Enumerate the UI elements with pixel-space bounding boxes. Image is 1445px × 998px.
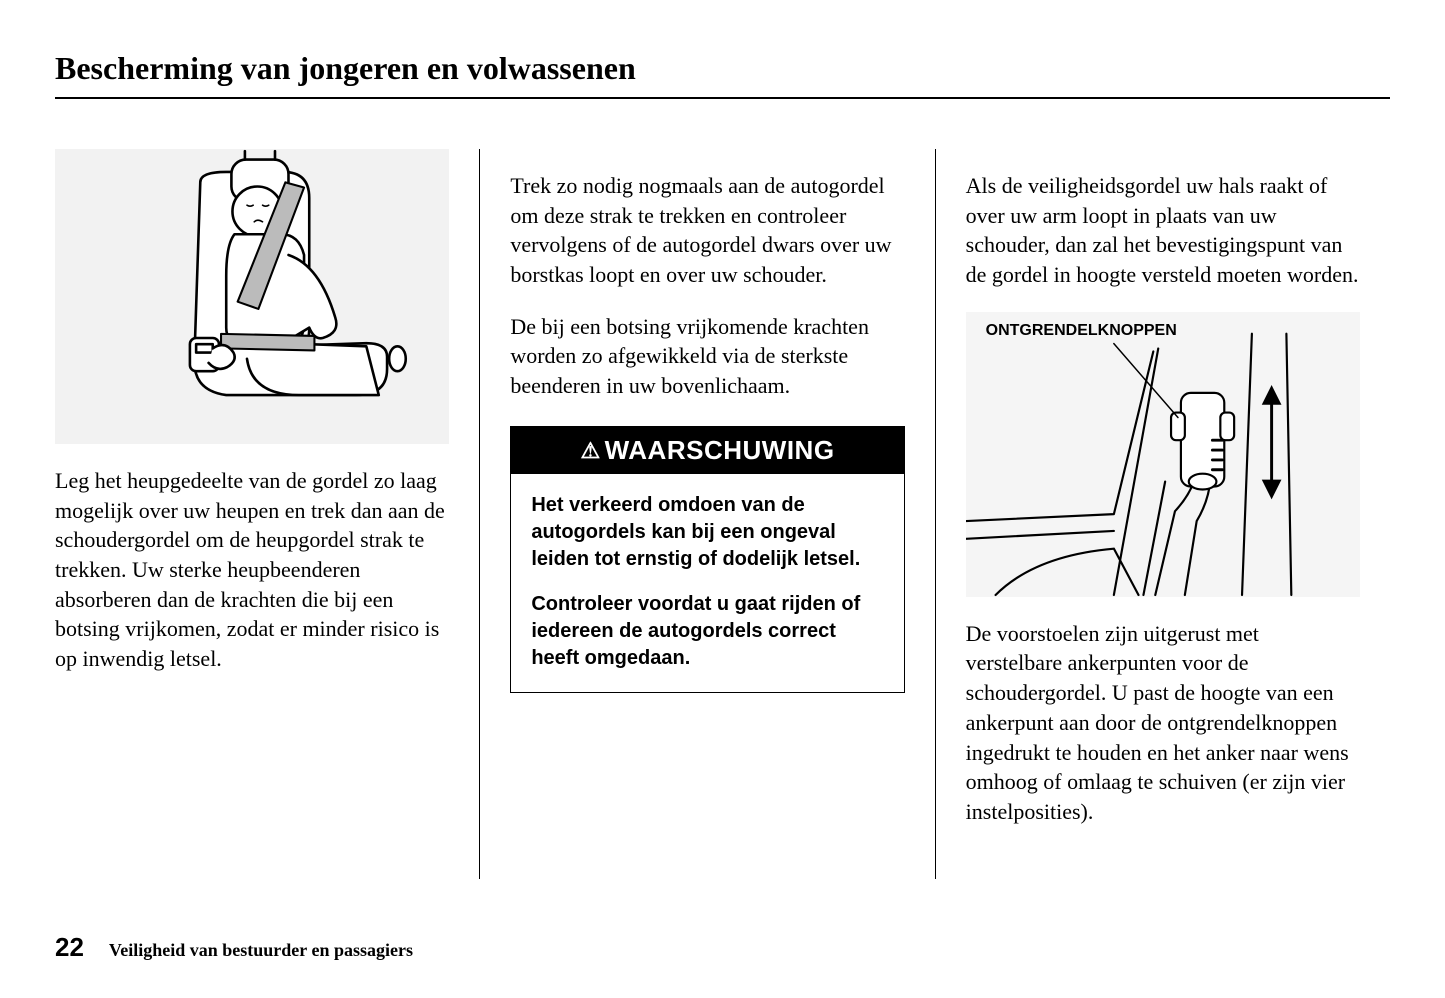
warning-paragraph-1: Het verkeerd omdoen van de autogordels k… bbox=[531, 492, 883, 573]
title-rule bbox=[55, 97, 1390, 99]
col2-paragraph-2: De bij een botsing vrijkomende krachten … bbox=[510, 312, 904, 401]
warning-triangle-icon: ⚠ bbox=[580, 438, 600, 464]
illustration-label: ONTGRENDELKNOPPEN bbox=[986, 322, 1177, 340]
column-2: Trek zo nodig nogmaals aan de autogordel… bbox=[479, 149, 934, 879]
col1-paragraph-1: Leg het heupgedeelte van de gordel zo la… bbox=[55, 466, 449, 674]
page-number: 22 bbox=[55, 932, 84, 963]
warning-header: ⚠WAARSCHUWING bbox=[511, 427, 903, 474]
release-button-svg bbox=[966, 312, 1360, 597]
col2-paragraph-1: Trek zo nodig nogmaals aan de autogordel… bbox=[510, 171, 904, 290]
page-footer: 22 Veiligheid van bestuurder en passagie… bbox=[55, 932, 413, 963]
page-title: Bescherming van jongeren en volwassenen bbox=[55, 50, 1390, 87]
column-1: Leg het heupgedeelte van de gordel zo la… bbox=[55, 149, 479, 879]
warning-header-text: WAARSCHUWING bbox=[605, 435, 835, 465]
warning-paragraph-2: Controleer voordat u gaat rijden of iede… bbox=[531, 591, 883, 672]
warning-body: Het verkeerd omdoen van de autogordels k… bbox=[511, 474, 903, 692]
warning-box: ⚠WAARSCHUWING Het verkeerd omdoen van de… bbox=[510, 426, 904, 693]
seatbelt-person-svg bbox=[55, 149, 449, 444]
columns: Leg het heupgedeelte van de gordel zo la… bbox=[55, 149, 1390, 879]
col3-paragraph-1: Als de veiligheidsgordel uw hals raakt o… bbox=[966, 171, 1360, 290]
release-button-illustration: ONTGRENDELKNOPPEN bbox=[966, 312, 1360, 597]
footer-section-title: Veiligheid van bestuurder en passagiers bbox=[109, 940, 413, 961]
col3-paragraph-2: De voorstoelen zijn uitgerust met verste… bbox=[966, 619, 1360, 827]
column-3: Als de veiligheidsgordel uw hals raakt o… bbox=[935, 149, 1390, 879]
manual-page: Bescherming van jongeren en volwassenen bbox=[0, 0, 1445, 998]
seatbelt-person-illustration bbox=[55, 149, 449, 444]
